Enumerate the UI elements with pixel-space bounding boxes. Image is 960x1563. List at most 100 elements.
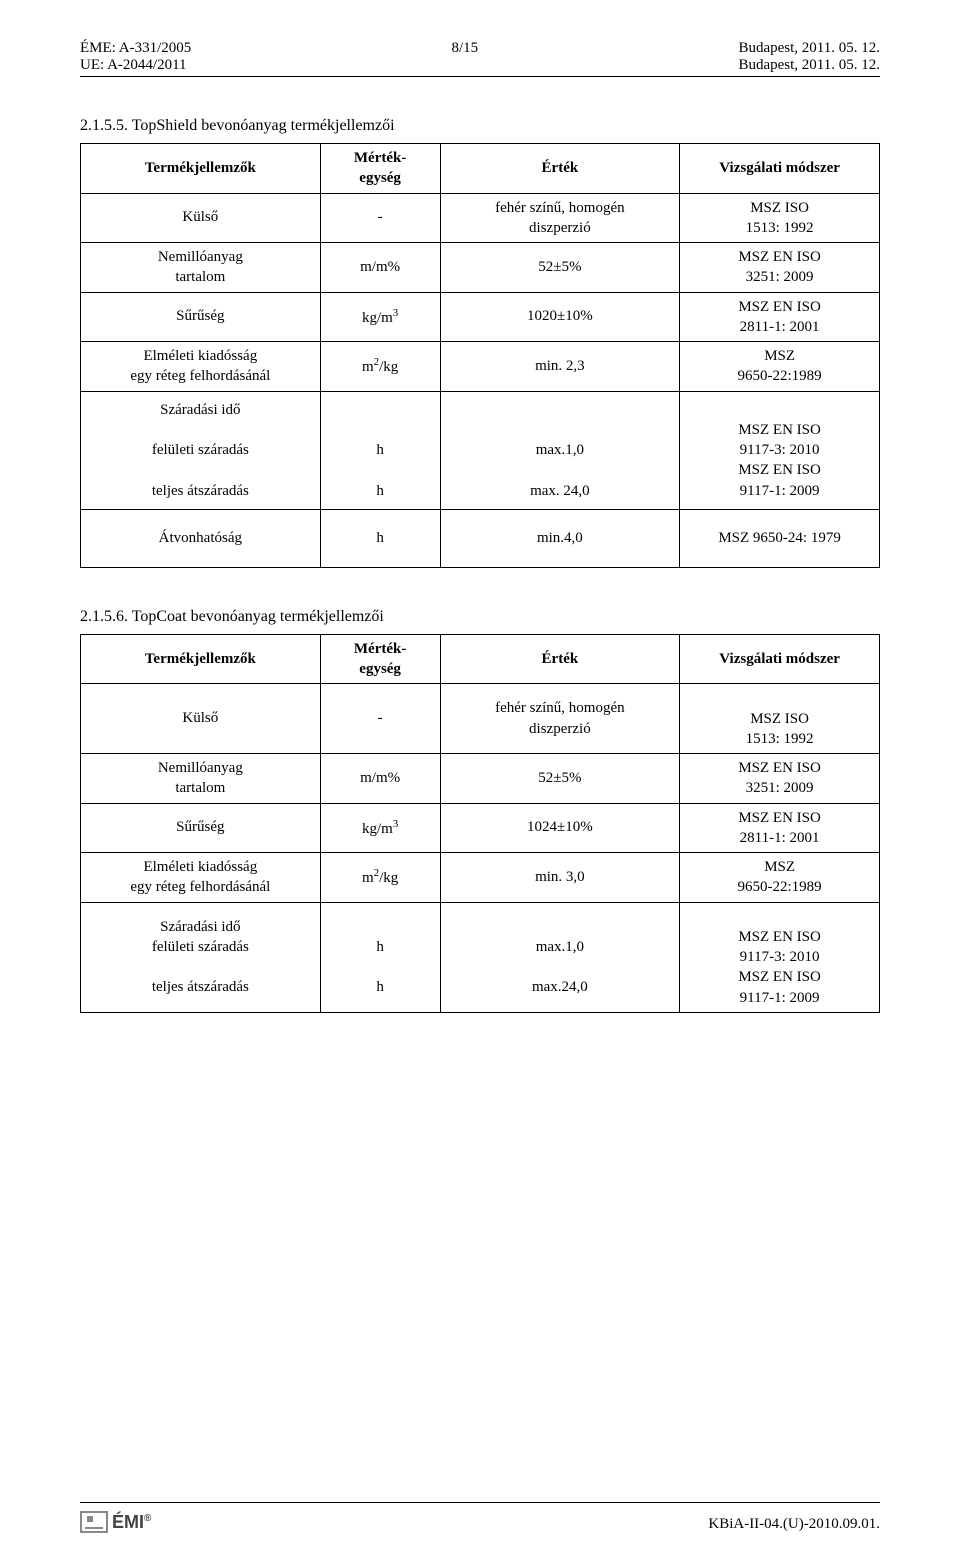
spec-table-topshield: Termékjellemzők Mérték-egység Érték Vizs… [80, 143, 880, 568]
subrow-unit: h [376, 442, 384, 458]
footer-logo: ÉMI® [80, 1511, 151, 1533]
cell-method: MSZ ISO1513: 1992 [680, 684, 880, 754]
col-prop-header: Termékjellemzők [81, 144, 321, 194]
header-ue: UE: A-2044/2011 [80, 57, 187, 74]
page-header-top: ÉME: A-331/2005 8/15 Budapest, 2011. 05.… [80, 40, 880, 57]
header-eme: ÉME: A-331/2005 [80, 40, 191, 57]
subrow-unit: h [376, 979, 384, 995]
cell-value: min. 2,3 [440, 342, 680, 392]
cell-method-group: MSZ EN ISO9117-3: 2010MSZ EN ISO9117-1: … [680, 902, 880, 1012]
cell-value: fehér színű, homogéndiszperzió [440, 684, 680, 754]
cell-value-group: max.1,0 max.24,0 [440, 902, 680, 1012]
cell-method: MSZ ISO1513: 1992 [680, 193, 880, 243]
table-row: Külső - fehér színű, homogéndiszperzió M… [81, 684, 880, 754]
cell-unit: - [320, 684, 440, 754]
cell-prop: Sűrűség [81, 292, 321, 342]
subrow-value: max.1,0 [536, 442, 584, 458]
col-method-header: Vizsgálati módszer [680, 634, 880, 684]
cell-unit: m/m% [320, 243, 440, 293]
col-value-header: Érték [440, 144, 680, 194]
subrow-unit: h [376, 483, 384, 499]
cell-unit: m/m% [320, 754, 440, 804]
section-title-2156: 2.1.5.6. TopCoat bevonóanyag termékjelle… [80, 608, 880, 626]
table-row: Külső - fehér színű, homogéndiszperzió M… [81, 193, 880, 243]
cell-prop: Átvonhatóság [81, 509, 321, 567]
subrow-unit: h [376, 939, 384, 955]
cell-prop: Külső [81, 684, 321, 754]
table-header-row: Termékjellemzők Mérték-egység Érték Vizs… [81, 144, 880, 194]
cell-prop: Elméleti kiadósságegy réteg felhordásáná… [81, 853, 321, 903]
cell-method: MSZ EN ISO2811-1: 2001 [680, 803, 880, 853]
cell-prop: Nemillóanyagtartalom [81, 243, 321, 293]
section-heading: TopCoat bevonóanyag termékjellemzői [132, 608, 384, 625]
page-footer: ÉMI® KBiA-II-04.(U)-2010.09.01. [80, 1502, 880, 1533]
cell-unit: kg/m3 [320, 292, 440, 342]
cell-unit: m2/kg [320, 342, 440, 392]
section-number: 2.1.5.5. [80, 117, 128, 134]
table-row: Elméleti kiadósságegy réteg felhordásáná… [81, 342, 880, 392]
section-title-2155: 2.1.5.5. TopShield bevonóanyag termékjel… [80, 117, 880, 135]
cell-prop: Külső [81, 193, 321, 243]
table-row: Átvonhatóság h min.4,0 MSZ 9650-24: 1979 [81, 509, 880, 567]
cell-prop: Elméleti kiadósságegy réteg felhordásáná… [81, 342, 321, 392]
section-heading: TopShield bevonóanyag termékjellemzői [132, 117, 395, 134]
cell-prop-group: Száradási idő felületi száradás teljes á… [81, 902, 321, 1012]
table-row-group: Száradási idő felületi száradás teljes á… [81, 391, 880, 509]
section-number: 2.1.5.6. [80, 608, 128, 625]
header-place-date-1: Budapest, 2011. 05. 12. [738, 40, 880, 57]
footer-divider [80, 1502, 880, 1503]
header-place-date-2: Budapest, 2011. 05. 12. [738, 57, 880, 74]
subrow-prop: teljes átszáradás [152, 979, 249, 995]
group-label: Száradási idő [160, 402, 240, 418]
page-header-bottom: UE: A-2044/2011 Budapest, 2011. 05. 12. [80, 57, 880, 77]
table-row: Sűrűség kg/m3 1020±10% MSZ EN ISO2811-1:… [81, 292, 880, 342]
cell-value: 52±5% [440, 243, 680, 293]
cell-value: 1024±10% [440, 803, 680, 853]
cell-value: min.4,0 [440, 509, 680, 567]
footer-doc-code: KBiA-II-04.(U)-2010.09.01. [708, 1516, 880, 1533]
subrow-value: max.1,0 [536, 939, 584, 955]
table-row-group: Száradási idő felületi száradás teljes á… [81, 902, 880, 1012]
subrow-value: max. 24,0 [530, 483, 590, 499]
cell-value: fehér színű, homogéndiszperzió [440, 193, 680, 243]
logo-text: ÉMI® [112, 1512, 151, 1533]
table-row: Nemillóanyagtartalom m/m% 52±5% MSZ EN I… [81, 754, 880, 804]
subrow-value: max.24,0 [532, 979, 588, 995]
cell-method: MSZ EN ISO2811-1: 2001 [680, 292, 880, 342]
cell-unit: - [320, 193, 440, 243]
cell-value: 1020±10% [440, 292, 680, 342]
subrow-prop: felületi száradás [152, 442, 249, 458]
cell-method: MSZ9650-22:1989 [680, 853, 880, 903]
logo-icon [80, 1511, 108, 1533]
col-prop-header: Termékjellemzők [81, 634, 321, 684]
table-header-row: Termékjellemzők Mérték-egység Érték Vizs… [81, 634, 880, 684]
cell-method-group: MSZ EN ISO9117-3: 2010MSZ EN ISO9117-1: … [680, 391, 880, 509]
cell-method: MSZ9650-22:1989 [680, 342, 880, 392]
table-row: Elméleti kiadósságegy réteg felhordásáná… [81, 853, 880, 903]
col-unit-header: Mérték-egység [320, 634, 440, 684]
spec-table-topcoat: Termékjellemzők Mérték-egység Érték Vizs… [80, 634, 880, 1013]
cell-unit: m2/kg [320, 853, 440, 903]
cell-value: min. 3,0 [440, 853, 680, 903]
subrow-prop: teljes átszáradás [152, 483, 249, 499]
group-label: Száradási idő [160, 919, 240, 935]
cell-unit: h [320, 509, 440, 567]
cell-prop-group: Száradási idő felületi száradás teljes á… [81, 391, 321, 509]
table-row: Sűrűség kg/m3 1024±10% MSZ EN ISO2811-1:… [81, 803, 880, 853]
cell-method: MSZ 9650-24: 1979 [680, 509, 880, 567]
cell-unit-group: h h [320, 391, 440, 509]
subrow-prop: felületi száradás [152, 939, 249, 955]
table-row: Nemillóanyagtartalom m/m% 52±5% MSZ EN I… [81, 243, 880, 293]
col-unit-header: Mérték-egység [320, 144, 440, 194]
cell-method: MSZ EN ISO3251: 2009 [680, 754, 880, 804]
col-value-header: Érték [440, 634, 680, 684]
cell-value: 52±5% [440, 754, 680, 804]
col-method-header: Vizsgálati módszer [680, 144, 880, 194]
cell-prop: Sűrűség [81, 803, 321, 853]
cell-unit-group: h h [320, 902, 440, 1012]
cell-method: MSZ EN ISO3251: 2009 [680, 243, 880, 293]
header-page-number: 8/15 [452, 40, 479, 57]
cell-value-group: max.1,0 max. 24,0 [440, 391, 680, 509]
cell-unit: kg/m3 [320, 803, 440, 853]
cell-prop: Nemillóanyagtartalom [81, 754, 321, 804]
